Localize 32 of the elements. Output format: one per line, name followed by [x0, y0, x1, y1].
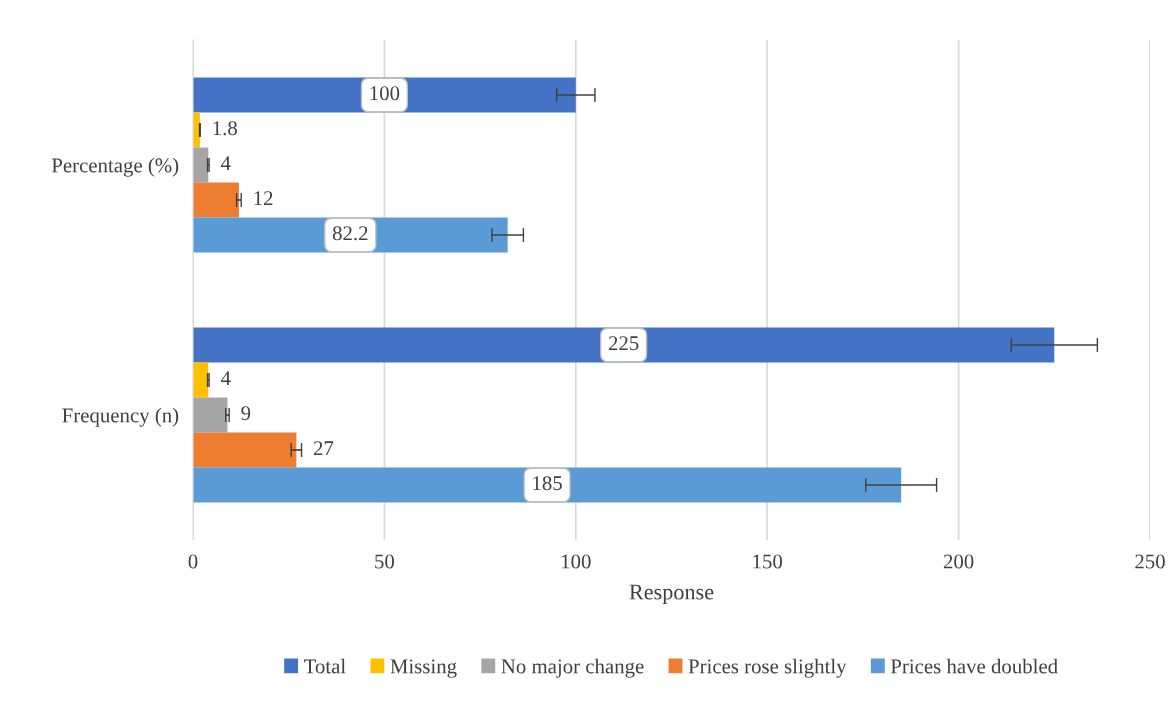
- data-label: 12: [254, 191, 273, 206]
- bar: [193, 362, 209, 398]
- data-label: 1.8: [213, 121, 237, 136]
- x-tick-label: 250: [1135, 554, 1165, 569]
- x-tick-label: 0: [188, 554, 198, 569]
- data-label: 185: [533, 476, 562, 491]
- bar: [193, 182, 239, 218]
- data-label: 9: [241, 406, 251, 421]
- data-label: 100: [370, 86, 400, 101]
- data-label: 27: [313, 441, 334, 456]
- legend-label: No major change: [501, 658, 644, 678]
- y-tick-label: Percentage (%): [51, 157, 179, 177]
- x-axis-title: Response: [629, 584, 714, 605]
- legend-label: Missing: [390, 659, 457, 678]
- bar: [193, 397, 228, 433]
- data-label: 4: [220, 371, 231, 386]
- bar: [193, 327, 1055, 363]
- legend-label: Total: [304, 658, 346, 674]
- data-label: 82.2: [332, 226, 368, 241]
- legend-label: Prices rose slightly: [688, 658, 847, 678]
- x-tick-label: 50: [375, 554, 395, 569]
- legend-label: Prices have doubled: [890, 658, 1058, 674]
- x-tick-label: 100: [562, 554, 591, 569]
- x-tick-label: 150: [753, 554, 783, 569]
- bar: [193, 432, 297, 468]
- data-label: 225: [608, 336, 639, 351]
- bar: [193, 467, 902, 503]
- bar: [193, 147, 209, 183]
- data-label: 4: [220, 156, 231, 171]
- y-tick-label: Frequency (n): [62, 407, 179, 427]
- x-tick-label: 200: [943, 554, 974, 569]
- bar: [193, 77, 576, 113]
